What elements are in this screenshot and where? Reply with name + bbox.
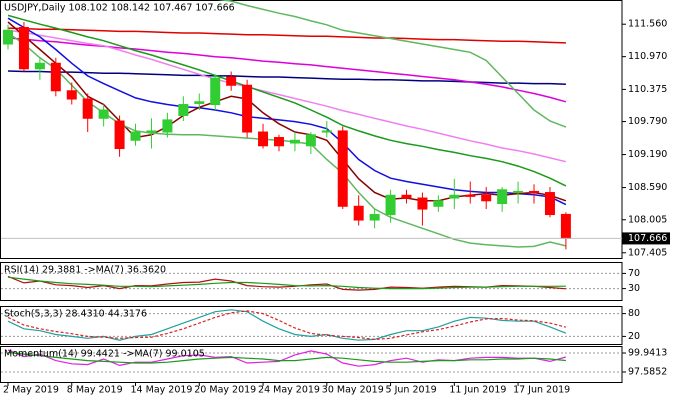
- line-series: [7, 14, 567, 187]
- panel-title: Momentum(14) 99.4421 ->MA(7) 99.0105: [4, 349, 205, 360]
- y-tick-label: 97.5852: [628, 366, 667, 377]
- candle-body: [242, 84, 253, 133]
- y-tick-label: 20: [628, 331, 640, 342]
- candle-body: [465, 194, 476, 197]
- y-tick-label: 99.9413: [628, 347, 667, 358]
- candle-body: [273, 137, 284, 147]
- candle-body: [114, 120, 125, 150]
- candle-body: [497, 189, 508, 205]
- candle-body: [98, 109, 109, 119]
- candle-body: [385, 194, 396, 216]
- y-tick-label: 110.970: [628, 51, 667, 62]
- candle-body: [353, 205, 364, 221]
- candle-body: [544, 192, 555, 216]
- candle-body: [433, 200, 444, 207]
- candle-body: [178, 104, 189, 117]
- line-series: [7, 349, 567, 367]
- y-tick-label: 111.560: [628, 19, 667, 30]
- line-series: [7, 351, 566, 364]
- candle-body: [321, 130, 332, 133]
- candle-body: [529, 190, 540, 194]
- candle-body: [3, 29, 13, 45]
- line-series: [7, 310, 567, 341]
- plot: [7, 309, 567, 341]
- candle-body: [210, 77, 221, 106]
- y-tick-label: 80: [628, 308, 640, 319]
- panel-border: [0, 0, 623, 259]
- x-tick-label: 17 Jun 2019: [513, 385, 570, 396]
- candle-body: [130, 131, 141, 141]
- x-tick-label: 8 May 2019: [67, 385, 123, 396]
- candle-body: [513, 190, 524, 194]
- x-tick-label: 11 Jun 2019: [449, 385, 506, 396]
- line-series: [7, 276, 566, 290]
- panel-title: RSI(14) 29.3881 ->MA(7) 36.3620: [4, 265, 166, 276]
- panel-border: [0, 346, 623, 383]
- y-tick-label: 70: [628, 268, 640, 279]
- candle-body: [337, 130, 348, 207]
- candle-body: [417, 197, 428, 210]
- candle-body: [226, 76, 237, 86]
- candle-body: [449, 194, 460, 199]
- panel-title: Stoch(5,3,3) 28.4310 44.3176: [4, 309, 147, 320]
- candle-body: [481, 194, 492, 202]
- panel-border: [0, 306, 623, 345]
- y-tick-label: 107.405: [628, 247, 667, 258]
- candle-body: [66, 90, 77, 100]
- line-series: [7, 29, 567, 163]
- x-tick-label: 2 May 2019: [3, 385, 59, 396]
- x-tick-label: 24 May 2019: [258, 385, 320, 396]
- candle-body: [194, 101, 205, 104]
- x-tick-label: 20 May 2019: [194, 385, 256, 396]
- plot: [7, 275, 566, 291]
- x-tick-label: 14 May 2019: [131, 385, 193, 396]
- candle-body: [258, 131, 269, 147]
- line-series: [7, 17, 567, 206]
- line-series: [7, 27, 566, 44]
- candle-body: [560, 213, 571, 239]
- candle-body: [369, 214, 380, 221]
- line-series: [217, 0, 567, 128]
- candle-body: [146, 130, 157, 133]
- candle-body: [289, 139, 300, 144]
- candle-body: [18, 27, 29, 70]
- x-tick-label: 5 Jun 2019: [386, 385, 437, 396]
- y-tick-label: 109.190: [628, 149, 667, 160]
- plot: [3, 0, 571, 250]
- y-tick-label: 110.375: [628, 84, 667, 95]
- panel-title: USDJPY,Daily 108.102 108.142 107.467 107…: [4, 3, 235, 14]
- candle-body: [34, 62, 45, 70]
- last-price-label: 107.666: [628, 233, 667, 244]
- candle-body: [401, 194, 412, 199]
- last-price-box: [622, 232, 670, 245]
- y-tick-label: 108.590: [628, 182, 667, 193]
- x-tick-label: 30 May 2019: [322, 385, 384, 396]
- plot: [7, 349, 567, 367]
- candle-body: [50, 62, 61, 92]
- candle-body: [162, 119, 173, 133]
- candle-body: [82, 98, 93, 119]
- panel-border: [0, 262, 623, 301]
- y-tick-label: 108.005: [628, 214, 667, 225]
- candle-body: [305, 134, 316, 147]
- y-tick-label: 109.790: [628, 116, 667, 127]
- y-tick-label: 30: [628, 283, 640, 294]
